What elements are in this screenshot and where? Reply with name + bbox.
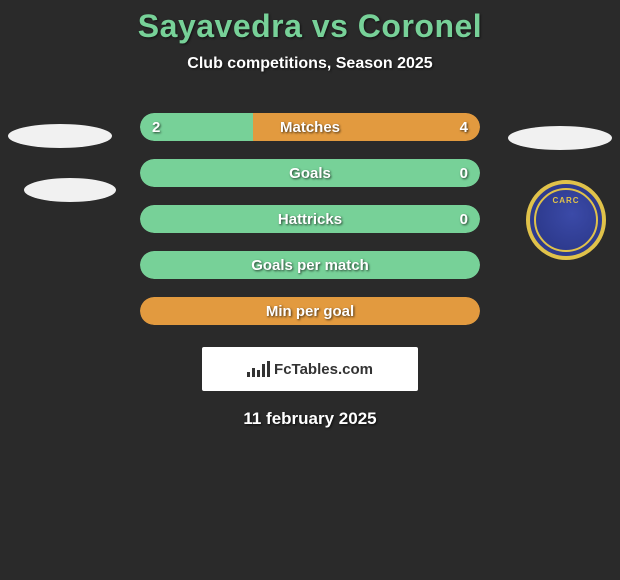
stat-label: Matches	[280, 119, 340, 136]
stat-right-value: 0	[460, 211, 468, 228]
left-ellipse-1	[8, 124, 112, 148]
stat-row: Min per goal	[140, 297, 480, 325]
watermark-text: FcTables.com	[274, 361, 373, 378]
left-ellipse-2	[24, 178, 116, 202]
right-ellipse	[508, 126, 612, 150]
stat-label: Goals	[289, 165, 331, 182]
club-badge-text: CARC	[536, 196, 596, 205]
stat-row: Goals per match	[140, 251, 480, 279]
stat-right-value: 0	[460, 165, 468, 182]
stat-row: 0 Goals	[140, 159, 480, 187]
date-text: 11 february 2025	[0, 409, 620, 429]
barchart-icon	[247, 361, 270, 377]
stat-label: Min per goal	[266, 303, 354, 320]
subtitle: Club competitions, Season 2025	[0, 55, 620, 73]
page-title: Sayavedra vs Coronel	[0, 8, 620, 45]
watermark-box: FcTables.com	[202, 347, 418, 391]
stat-rows: 2 4 Matches 0 Goals 0 Hattricks Goals per match…	[140, 113, 480, 325]
stat-left-value: 2	[152, 119, 160, 136]
club-badge: CARC	[526, 180, 606, 260]
stat-label: Goals per match	[251, 257, 369, 274]
stat-right-value: 4	[460, 119, 468, 136]
stat-label: Hattricks	[278, 211, 342, 228]
stat-row: 0 Hattricks	[140, 205, 480, 233]
stat-row: 2 4 Matches	[140, 113, 480, 141]
